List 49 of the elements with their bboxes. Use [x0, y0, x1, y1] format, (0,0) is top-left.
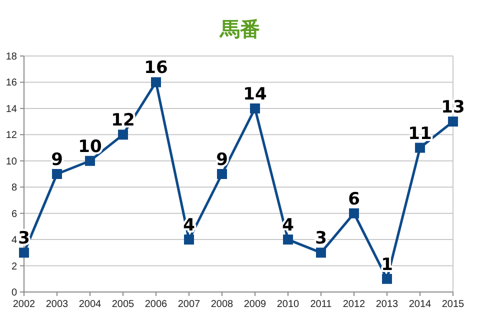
y-tick-label: 10 — [6, 156, 18, 168]
data-label: 9 — [51, 150, 63, 170]
x-tick-label: 2010 — [276, 299, 300, 310]
x-tick-label: 2004 — [78, 299, 102, 310]
y-tick-label: 8 — [11, 182, 18, 194]
x-tick-label: 2013 — [376, 299, 399, 310]
data-label: 13 — [441, 98, 465, 118]
data-label: 16 — [144, 58, 168, 78]
point — [448, 116, 458, 127]
point — [316, 248, 326, 258]
y-tick-label: 4 — [11, 235, 18, 246]
point — [217, 169, 227, 179]
point — [151, 77, 161, 88]
point — [184, 234, 194, 245]
point — [250, 103, 260, 114]
y-tick-label: 6 — [11, 208, 18, 220]
data-label: 10 — [78, 136, 102, 157]
y-tick-label: 18 — [6, 52, 18, 62]
point — [85, 156, 95, 166]
data-label: 3 — [18, 228, 30, 249]
point — [52, 169, 62, 179]
x-tick-label: 2003 — [46, 299, 69, 310]
x-tick-label: 2008 — [210, 299, 234, 310]
x-tick-label: 2012 — [342, 299, 366, 310]
point — [382, 274, 392, 284]
data-label: 9 — [216, 150, 228, 170]
data-label: 11 — [408, 124, 432, 144]
data-label: 14 — [243, 84, 267, 104]
point — [19, 248, 29, 258]
y-tick-label: 12 — [6, 130, 18, 142]
x-tick-label: 2007 — [178, 299, 201, 310]
y-tick-label: 0 — [11, 288, 18, 298]
x-tick-label: 2002 — [12, 299, 36, 310]
point — [283, 234, 293, 245]
x-tick-label: 2006 — [144, 299, 168, 310]
data-label: 3 — [315, 228, 327, 249]
x-tick-label: 2011 — [310, 299, 332, 310]
point — [349, 208, 359, 218]
x-tick-label: 2015 — [442, 299, 465, 310]
y-tick-label: 16 — [6, 78, 18, 89]
y-tick-label: 14 — [6, 104, 18, 115]
point — [118, 130, 128, 140]
x-tick-label: 2005 — [112, 299, 135, 310]
x-tick-label: 2009 — [244, 299, 267, 310]
data-label: 6 — [348, 189, 360, 210]
point — [415, 142, 425, 153]
chart-title: 馬番 — [219, 17, 260, 41]
y-tick-label: 2 — [11, 261, 18, 272]
x-tick-label: 2014 — [408, 299, 432, 310]
